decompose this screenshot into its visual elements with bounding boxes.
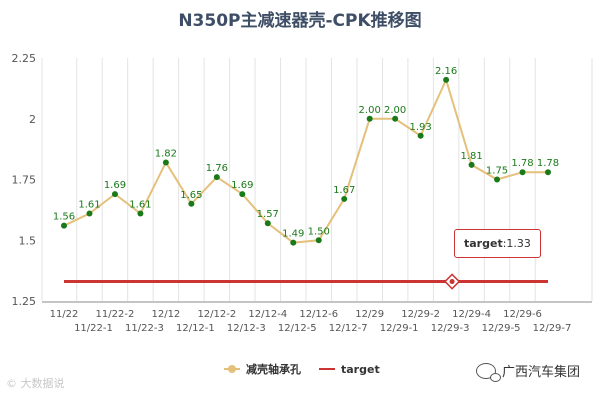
data-point [494, 176, 501, 183]
data-label: 1.50 [308, 226, 330, 237]
wechat-icon [475, 362, 501, 382]
watermark-left: © 大数据说 [6, 377, 65, 390]
tooltip-series-name: target [464, 237, 503, 250]
data-point [545, 169, 551, 176]
data-point [443, 76, 450, 83]
data-label: 1.78 [511, 158, 533, 169]
data-label: 1.57 [257, 209, 279, 220]
data-label: 1.61 [129, 200, 151, 211]
x-tick-label: 12/29-6 [503, 309, 542, 320]
legend-label-series-1: 减壳轴承孔 [246, 363, 301, 376]
x-tick-label: 12/12-6 [299, 309, 338, 320]
x-tick-label: 12/29-4 [452, 309, 491, 320]
data-label: 1.69 [104, 180, 126, 191]
x-tick-label: 12/29-2 [401, 309, 440, 320]
axes: 1.25 1.5 1.75 2 2.25 11/22 11/22-1 11/22-2 11/22… [12, 52, 592, 334]
data-point [366, 115, 373, 122]
data-label: 2.00 [359, 105, 381, 116]
data-point [111, 191, 118, 198]
data-label: 2.00 [384, 105, 406, 116]
data-point [239, 191, 246, 198]
data-label: 1.75 [486, 166, 508, 177]
x-tick-label: 12/12 [151, 309, 180, 320]
data-point [392, 115, 399, 122]
data-point [417, 132, 424, 139]
brand-watermark: 广西汽车集团 [475, 361, 580, 382]
data-point [264, 220, 271, 227]
data-point [162, 159, 169, 166]
data-point [519, 169, 526, 176]
chart-title: N350P主减速器壳-CPK推移图 [178, 11, 422, 31]
data-label: 1.65 [180, 190, 202, 201]
y-tick-label: 1.75 [12, 174, 37, 187]
legend-label-target: target [341, 362, 380, 376]
data-point [315, 237, 322, 244]
data-label: 1.93 [409, 122, 431, 133]
x-tick-label: 12/12-5 [278, 323, 317, 334]
x-tick-label: 11/22 [50, 309, 79, 320]
data-point [290, 239, 297, 246]
x-tick-label: 12/12-1 [176, 323, 215, 334]
data-point [341, 195, 348, 202]
data-point [188, 200, 195, 207]
data-label: 1.56 [53, 212, 75, 223]
data-point [61, 222, 67, 229]
legend-item-target[interactable]: target [319, 363, 380, 376]
legend: 减壳轴承孔 target [224, 361, 380, 377]
x-tick-label: 11/22-3 [125, 323, 164, 334]
series-line [63, 77, 548, 244]
data-label: 1.67 [333, 185, 355, 196]
data-label: 1.69 [231, 180, 253, 191]
x-tick-label: 12/12-3 [227, 323, 266, 334]
target-hover-dot [449, 279, 455, 285]
y-tick-label: 2.25 [12, 52, 37, 65]
data-point [213, 174, 220, 181]
data-label: 1.76 [206, 163, 228, 174]
data-label: 1.81 [460, 151, 482, 162]
brand-name: 广西汽车集团 [501, 365, 580, 380]
x-tick-label: 12/29-5 [482, 323, 521, 334]
data-point [468, 161, 475, 168]
target-tooltip: target:1.33 [454, 229, 541, 258]
data-label: 1.78 [537, 158, 559, 169]
data-label: 1.61 [78, 200, 100, 211]
legend-item-series-1[interactable]: 减壳轴承孔 [224, 361, 301, 377]
x-tick-label: 12/29-1 [380, 323, 419, 334]
x-tick-label: 12/29 [355, 309, 384, 320]
x-tick-label: 12/12-4 [248, 309, 287, 320]
series-layer [61, 76, 551, 290]
legend-marker-target [319, 368, 335, 370]
y-tick-label: 1.5 [19, 234, 37, 247]
x-tick-label: 12/12-7 [329, 323, 368, 334]
x-tick-label: 12/29-7 [533, 323, 572, 334]
data-label: 1.82 [155, 148, 177, 159]
x-tick-label: 11/22-2 [96, 309, 135, 320]
data-labels: 1.561.611.691.611.821.651.761.691.571.49… [53, 66, 559, 240]
x-tick-label: 12/12-2 [197, 309, 236, 320]
y-tick-label: 2 [29, 113, 36, 126]
data-point [137, 210, 144, 217]
legend-marker-series-1 [224, 365, 240, 373]
data-label: 1.49 [282, 229, 304, 240]
data-point [86, 210, 93, 217]
x-tick-label: 12/29-3 [431, 323, 470, 334]
grid-lines [41, 58, 593, 301]
x-tick-label: 11/22-1 [74, 323, 113, 334]
y-tick-label: 1.25 [12, 295, 37, 308]
data-label: 2.16 [435, 66, 457, 77]
tooltip-value: 1.33 [506, 237, 531, 250]
